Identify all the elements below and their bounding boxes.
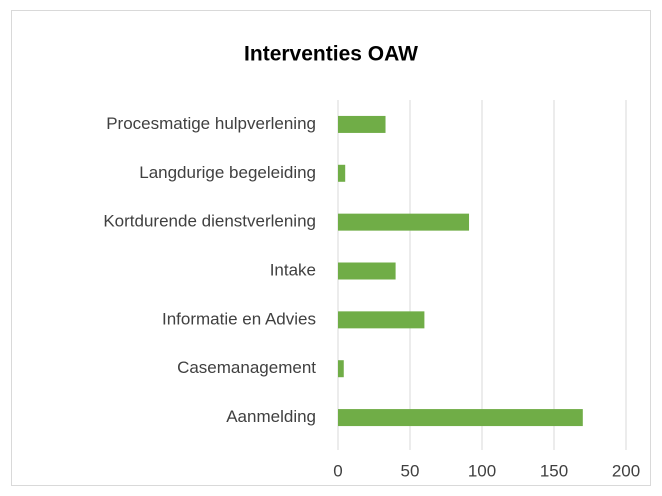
bar (338, 262, 396, 280)
y-tick-label: Casemanagement (177, 358, 316, 377)
y-tick-label: Intake (270, 260, 316, 279)
bar (338, 360, 344, 378)
y-tick-label: Kortdurende dienstverlening (103, 212, 316, 231)
bar (338, 213, 470, 231)
chart-border (11, 10, 651, 486)
chart-title: Interventies OAW (244, 43, 418, 66)
x-tick-label: 50 (401, 461, 420, 480)
y-tick-label: Informatie en Advies (162, 309, 316, 328)
x-tick-label: 150 (540, 461, 568, 480)
x-tick-label: 100 (468, 461, 496, 480)
bar (338, 311, 425, 329)
x-tick-label: 0 (333, 461, 342, 480)
y-tick-label: Aanmelding (226, 407, 316, 426)
bar (338, 115, 386, 133)
bar (338, 409, 583, 427)
bar (338, 164, 346, 182)
y-tick-label: Procesmatige hulpverlening (106, 114, 316, 133)
x-tick-label: 200 (612, 461, 640, 480)
y-tick-label: Langdurige begeleiding (139, 163, 316, 182)
